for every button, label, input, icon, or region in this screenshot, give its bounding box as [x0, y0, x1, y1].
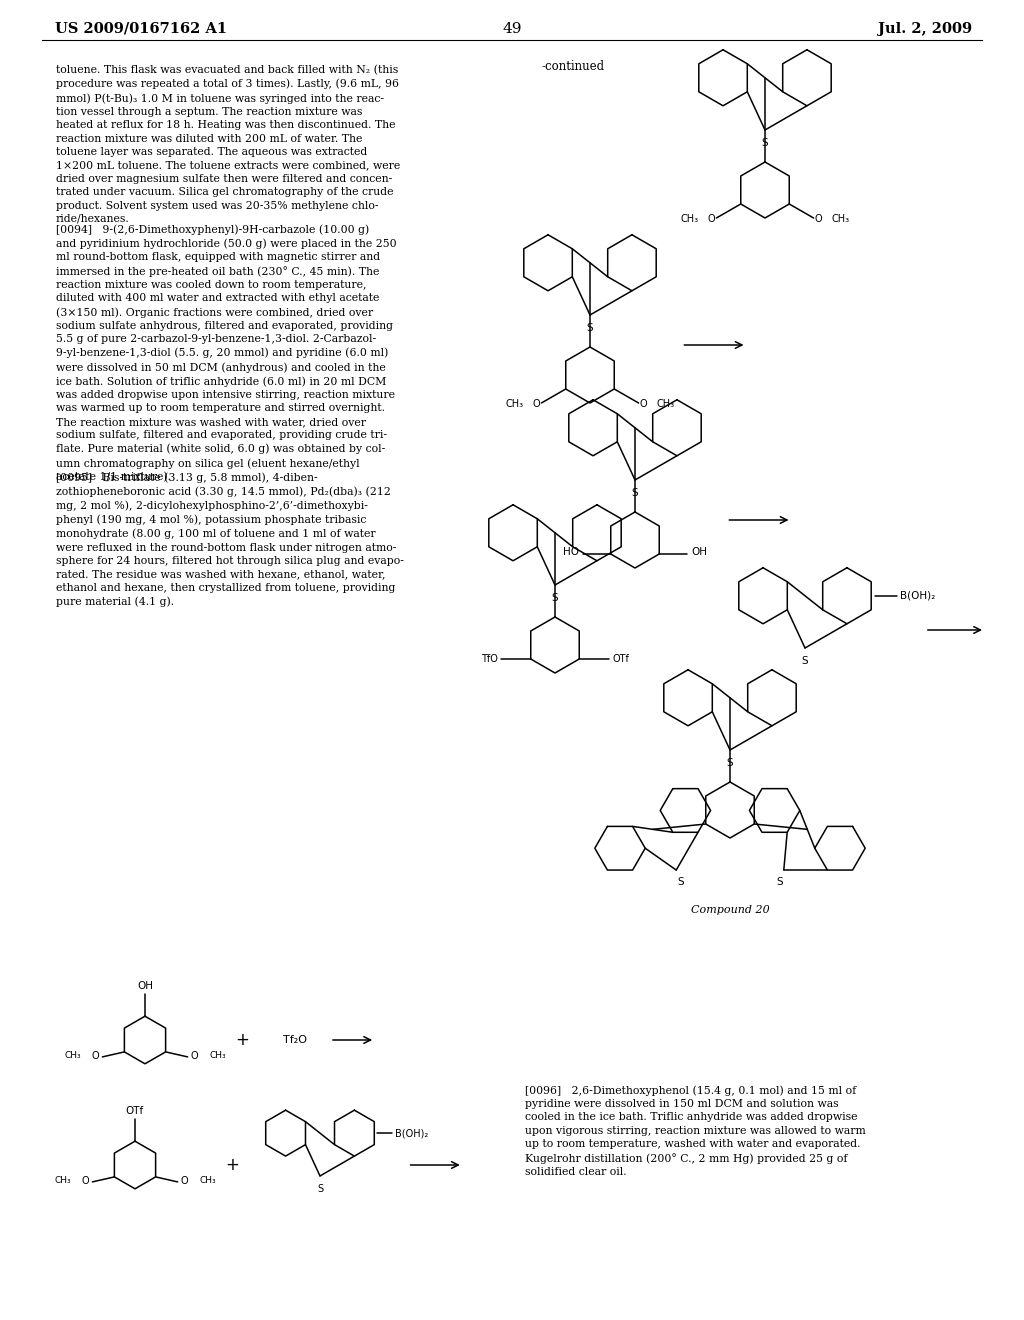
Text: S: S — [677, 876, 684, 887]
Text: [0094]   9-(2,6-Dimethoxyphenyl)-9H-carbazole (10.00 g)
and pyridinium hydrochlo: [0094] 9-(2,6-Dimethoxyphenyl)-9H-carbaz… — [56, 224, 396, 482]
Text: O: O — [814, 214, 822, 223]
Text: OH: OH — [137, 981, 153, 991]
Text: OTf: OTf — [126, 1106, 144, 1117]
Text: O: O — [180, 1176, 188, 1185]
Text: CH₃: CH₃ — [54, 1176, 71, 1185]
Text: CH₃: CH₃ — [200, 1176, 216, 1185]
Text: CH₃: CH₃ — [831, 214, 850, 223]
Text: -continued: -continued — [542, 59, 605, 73]
Text: +: + — [236, 1031, 249, 1049]
Text: US 2009/0167162 A1: US 2009/0167162 A1 — [55, 22, 227, 36]
Text: CH₃: CH₃ — [681, 214, 698, 223]
Text: OH: OH — [691, 546, 708, 557]
Text: O: O — [190, 1051, 199, 1061]
Text: B(OH)₂: B(OH)₂ — [395, 1129, 429, 1138]
Text: Compound 20: Compound 20 — [690, 906, 769, 915]
Text: O: O — [532, 399, 541, 409]
Text: OTf: OTf — [612, 653, 629, 664]
Text: HO: HO — [563, 546, 579, 557]
Text: Jul. 2, 2009: Jul. 2, 2009 — [878, 22, 972, 36]
Text: S: S — [552, 593, 558, 603]
Text: O: O — [708, 214, 716, 223]
Text: TfO: TfO — [481, 653, 498, 664]
Text: O: O — [92, 1051, 99, 1061]
Text: S: S — [727, 758, 733, 768]
Text: [0096]   2,6-Dimethoxyphenol (15.4 g, 0.1 mol) and 15 ml of
pyridine were dissol: [0096] 2,6-Dimethoxyphenol (15.4 g, 0.1 … — [525, 1085, 865, 1177]
Text: toluene. This flask was evacuated and back filled with N₂ (this
procedure was re: toluene. This flask was evacuated and ba… — [56, 65, 400, 224]
Text: CH₃: CH₃ — [506, 399, 523, 409]
Text: [0095]   Bis-triflate (3.13 g, 5.8 mmol), 4-diben-
zothiopheneboronic acid (3.30: [0095] Bis-triflate (3.13 g, 5.8 mmol), … — [56, 473, 403, 607]
Text: O: O — [639, 399, 647, 409]
Text: S: S — [317, 1184, 323, 1195]
Text: CH₃: CH₃ — [65, 1052, 81, 1060]
Text: O: O — [82, 1176, 89, 1185]
Text: S: S — [587, 323, 593, 333]
Text: CH₃: CH₃ — [656, 399, 675, 409]
Text: S: S — [762, 139, 768, 148]
Text: S: S — [802, 656, 808, 667]
Text: Tf₂O: Tf₂O — [283, 1035, 307, 1045]
Text: CH₃: CH₃ — [209, 1052, 226, 1060]
Text: 49: 49 — [502, 22, 522, 36]
Text: B(OH)₂: B(OH)₂ — [900, 591, 935, 601]
Text: +: + — [225, 1156, 239, 1173]
Text: S: S — [776, 876, 783, 887]
Text: S: S — [632, 488, 638, 498]
